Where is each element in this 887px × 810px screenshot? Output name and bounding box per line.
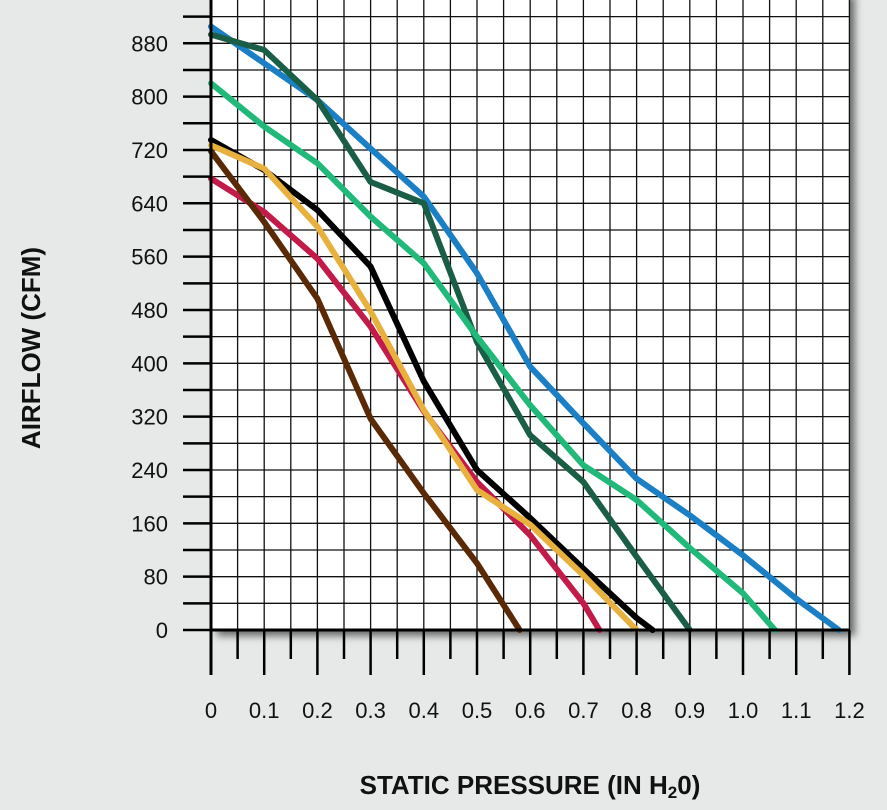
x-axis-title-end: 0) <box>677 770 700 800</box>
y-tick-label: 400 <box>131 351 168 376</box>
y-axis-title: AIRFLOW (CFM) <box>16 247 46 449</box>
x-tick-label: 0.7 <box>568 698 599 723</box>
y-tick-label: 880 <box>131 31 168 56</box>
series-line-6 <box>208 142 640 633</box>
y-tick-label: 640 <box>131 191 168 216</box>
y-tick-label: 160 <box>131 511 168 536</box>
x-tick-label: 1.0 <box>728 698 759 723</box>
x-tick-label: 1.2 <box>834 698 865 723</box>
series-line-4 <box>208 137 656 633</box>
x-tick-label: 0.6 <box>515 698 546 723</box>
x-tick-label: 0.9 <box>675 698 706 723</box>
x-tick-labels: 0 0.1 0.2 0.3 0.4 0.5 0.6 0.7 0.8 0.9 1.0 1.1 1.2 <box>205 698 865 723</box>
y-tick-label: 720 <box>131 138 168 163</box>
x-tick-label: 0.5 <box>462 698 493 723</box>
y-tick-label: 480 <box>131 298 168 323</box>
series-group <box>208 23 842 633</box>
x-tick-label: 0.3 <box>355 698 386 723</box>
y-tick-label: 320 <box>131 405 168 430</box>
y-tick-label: 560 <box>131 245 168 270</box>
series-line-7 <box>208 148 523 633</box>
x-tick-label: 0 <box>205 698 217 723</box>
y-tick-label: 0 <box>156 618 168 643</box>
x-axis-title: STATIC PRESSURE (IN H20) <box>360 770 701 802</box>
x-tick-label: 0.1 <box>249 698 280 723</box>
series-line-2 <box>208 31 693 633</box>
x-tick-label: 0.4 <box>409 698 440 723</box>
y-tick-label: 240 <box>131 458 168 483</box>
x-axis-title-sub: 2 <box>668 783 677 802</box>
axes <box>183 0 851 675</box>
x-tick-label: 1.1 <box>781 698 812 723</box>
x-tick-label: 0.8 <box>621 698 652 723</box>
series-line-3 <box>208 80 778 633</box>
grid <box>211 0 851 630</box>
y-tick-labels: 0 80 160 240 320 400 480 560 640 720 800 880 <box>131 31 168 643</box>
y-tick-label: 800 <box>131 85 168 110</box>
y-tick-label: 80 <box>144 565 168 590</box>
x-axis-title-main: STATIC PRESSURE (IN H <box>360 770 668 800</box>
x-tick-label: 0.2 <box>302 698 333 723</box>
